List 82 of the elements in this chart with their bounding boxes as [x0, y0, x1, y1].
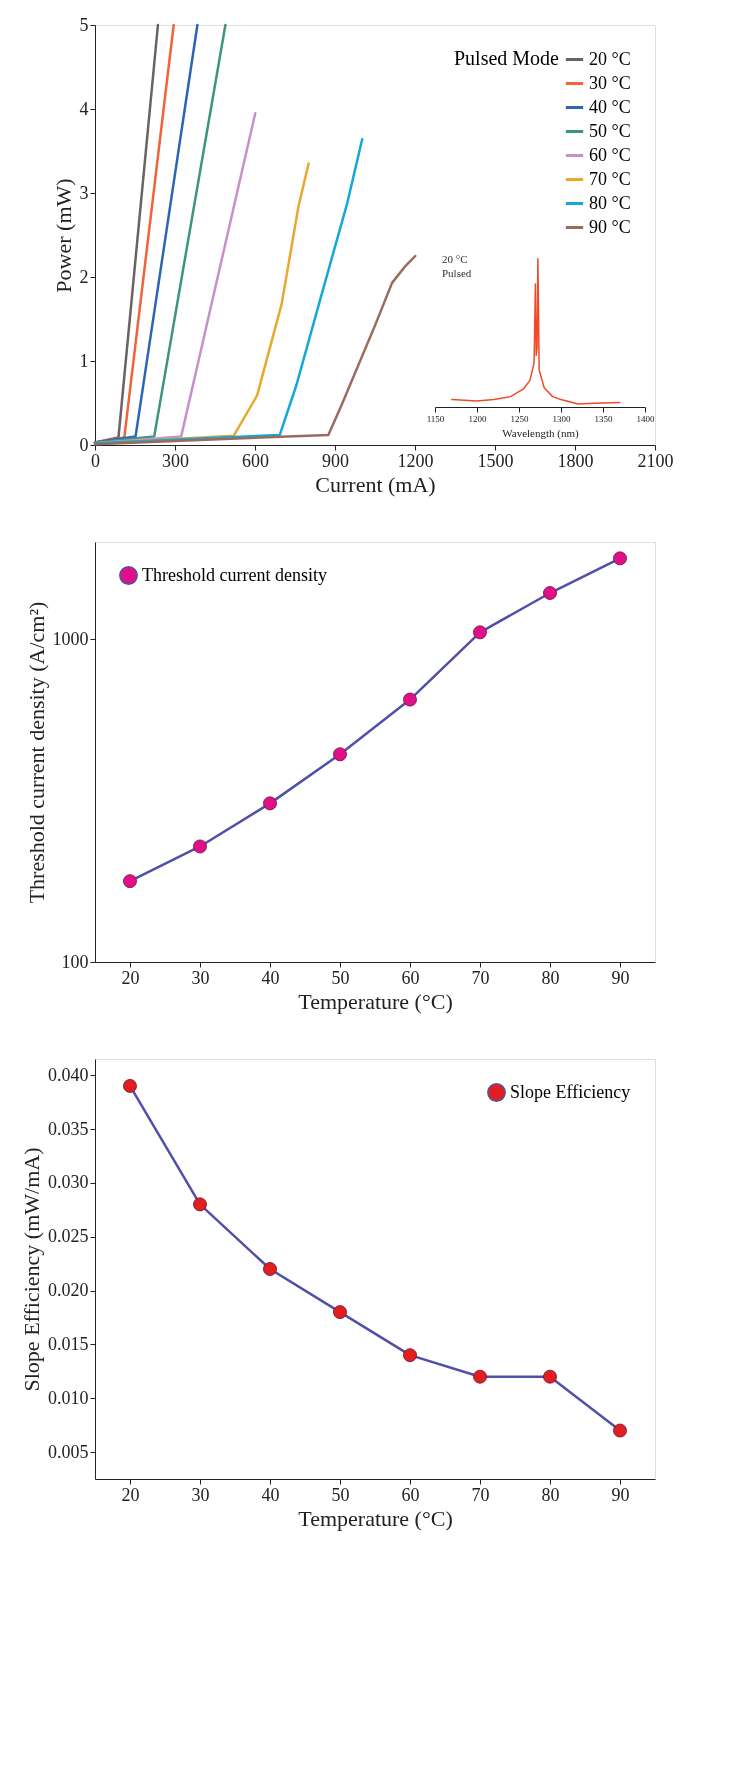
- y-tick-label: 0.025: [48, 1226, 89, 1247]
- legend-label: 70 °C: [589, 168, 631, 189]
- x-tick-label: 40: [261, 1484, 280, 1505]
- x-axis-title: Wavelength (nm): [502, 426, 580, 440]
- x-tick-label: 90: [611, 1484, 630, 1505]
- x-tick-label: 80: [541, 967, 560, 988]
- x-tick-label: 1400: [636, 413, 655, 424]
- y-tick-label: 100: [61, 951, 89, 972]
- x-tick-label: 1150: [426, 413, 445, 424]
- y-tick-label: 2: [79, 266, 89, 287]
- x-tick-label: 2100: [637, 450, 674, 471]
- y-tick-label: 0.015: [48, 1333, 89, 1354]
- y-tick-label: 0.035: [48, 1118, 89, 1139]
- y-tick-label: 3: [79, 182, 89, 203]
- point: [263, 1262, 277, 1276]
- y-tick-label: 0: [79, 434, 89, 455]
- x-tick-label: 70: [471, 967, 490, 988]
- x-tick-label: 1300: [552, 413, 571, 424]
- x-tick-label: 20: [121, 967, 140, 988]
- x-tick-label: 60: [401, 1484, 420, 1505]
- y-tick-label: 5: [79, 14, 89, 35]
- legend-label: 30 °C: [589, 72, 631, 93]
- x-tick-label: 900: [322, 450, 349, 471]
- legend-label: 40 °C: [589, 96, 631, 117]
- x-tick-label: 1200: [397, 450, 434, 471]
- x-tick-label: 1200: [468, 413, 487, 424]
- legend-label: Threshold current density: [142, 564, 327, 585]
- legend-label: 50 °C: [589, 120, 631, 141]
- point: [613, 1423, 627, 1438]
- point: [613, 551, 627, 566]
- legend-label: 60 °C: [589, 144, 631, 165]
- annotation: 20 °C: [442, 253, 468, 265]
- x-tick-label: 600: [242, 450, 269, 471]
- y-tick-label: 0.020: [48, 1280, 89, 1301]
- x-tick-label: 60: [401, 967, 420, 988]
- x-tick-label: 40: [261, 967, 280, 988]
- x-tick-label: 30: [191, 1484, 210, 1505]
- point: [193, 1197, 207, 1212]
- x-axis-title: Temperature (°C): [298, 1505, 453, 1531]
- point: [123, 874, 137, 889]
- point: [473, 625, 487, 640]
- legend-label: 90 °C: [589, 216, 631, 237]
- point: [333, 747, 347, 762]
- y-tick-label: 1000: [52, 628, 89, 649]
- y-axis-title: Power (mW): [50, 178, 76, 293]
- y-tick-label: 1: [79, 350, 89, 371]
- x-tick-label: 90: [611, 967, 630, 988]
- point: [473, 1369, 487, 1384]
- legend-label: Slope Efficiency: [510, 1081, 631, 1102]
- legend-title: Pulsed Mode: [454, 47, 560, 69]
- point: [543, 1369, 557, 1384]
- y-tick-label: 0.030: [48, 1172, 89, 1193]
- y-axis-title: Slope Efficiency (mW/mA): [19, 1147, 44, 1392]
- x-tick-label: 20: [121, 1484, 140, 1505]
- x-axis-title: Current (mA): [315, 471, 436, 497]
- line-series: [93, 254, 417, 446]
- x-tick-label: 50: [331, 1484, 350, 1505]
- x-tick-label: 30: [191, 967, 210, 988]
- point: [263, 796, 277, 811]
- x-tick-label: 1350: [594, 413, 613, 424]
- x-tick-label: 70: [471, 1484, 490, 1505]
- legend-label: 80 °C: [589, 192, 631, 213]
- annotation: Pulsed: [442, 267, 472, 279]
- y-tick-label: 0.040: [48, 1064, 89, 1085]
- y-axis-title: Threshold current density (A/cm²): [23, 601, 49, 904]
- point: [403, 1348, 417, 1363]
- point: [333, 1305, 347, 1319]
- point: [403, 692, 417, 707]
- x-tick-label: 50: [331, 967, 350, 988]
- point: [193, 839, 207, 854]
- y-tick-label: 4: [79, 98, 89, 119]
- x-tick-label: 1250: [510, 413, 529, 424]
- x-tick-label: 1500: [477, 450, 514, 471]
- x-tick-label: 300: [162, 450, 189, 471]
- point: [543, 586, 557, 600]
- x-axis-title: Temperature (°C): [298, 988, 453, 1014]
- point: [123, 1079, 137, 1093]
- y-tick-label: 0.010: [48, 1387, 89, 1408]
- legend-label: 20 °C: [589, 48, 631, 69]
- x-tick-label: 1800: [557, 450, 594, 471]
- y-tick-label: 0.005: [48, 1441, 89, 1462]
- x-tick-label: 80: [541, 1484, 560, 1505]
